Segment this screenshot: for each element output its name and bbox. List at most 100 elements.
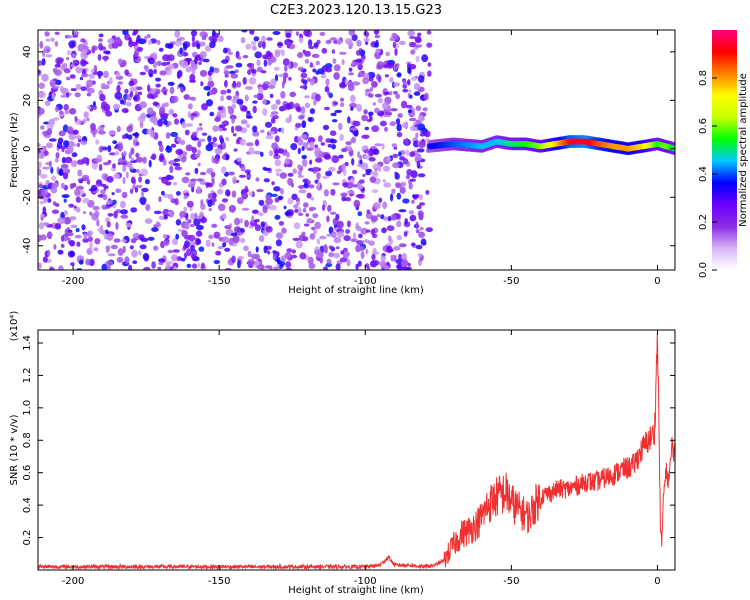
- noise-speckle: [225, 136, 230, 142]
- noise-speckle: [57, 217, 66, 225]
- colorbar-tick-label: 0.4: [698, 166, 709, 182]
- noise-speckle: [239, 138, 247, 146]
- noise-speckle: [80, 38, 86, 43]
- noise-speckle: [54, 40, 59, 47]
- noise-speckle: [237, 55, 242, 60]
- x-tick-label: -100: [354, 276, 377, 287]
- noise-speckle: [278, 148, 284, 154]
- noise-speckle: [145, 204, 151, 211]
- noise-speckle: [351, 136, 357, 144]
- noise-speckle: [418, 231, 426, 239]
- noise-speckle: [314, 151, 320, 158]
- noise-speckle: [274, 50, 281, 58]
- noise-speckle: [98, 38, 103, 42]
- noise-speckle: [418, 140, 426, 149]
- noise-speckle: [251, 68, 257, 74]
- noise-speckle: [158, 176, 162, 180]
- noise-speckle: [346, 190, 355, 194]
- noise-speckle: [350, 106, 354, 111]
- noise-speckle: [72, 31, 79, 36]
- noise-speckle: [77, 138, 82, 143]
- noise-speckle: [374, 34, 381, 39]
- noise-speckle: [355, 58, 363, 63]
- noise-speckle: [103, 70, 109, 79]
- noise-speckle: [52, 67, 58, 74]
- noise-speckle: [163, 240, 170, 246]
- noise-speckle: [299, 85, 308, 89]
- noise-speckle: [162, 158, 167, 166]
- noise-speckle: [76, 207, 81, 213]
- noise-speckle: [124, 33, 131, 41]
- noise-speckle: [175, 233, 180, 240]
- noise-speckle: [131, 249, 138, 258]
- noise-speckle: [326, 258, 332, 265]
- noise-speckle: [268, 204, 277, 211]
- noise-speckle: [341, 196, 347, 202]
- noise-speckle: [95, 179, 103, 187]
- noise-speckle: [101, 101, 108, 108]
- noise-speckle: [251, 209, 259, 214]
- y-tick-label: 1.0: [22, 400, 33, 416]
- noise-speckle: [396, 192, 402, 200]
- noise-speckle: [138, 38, 146, 45]
- y-tick-label: 1.4: [22, 335, 33, 351]
- noise-speckle: [151, 261, 156, 269]
- noise-speckle: [209, 41, 216, 49]
- noise-speckle: [370, 228, 376, 236]
- noise-speckle: [219, 135, 223, 142]
- noise-speckle: [391, 143, 398, 148]
- noise-speckle: [249, 30, 255, 35]
- noise-speckle: [175, 219, 182, 226]
- noise-speckle: [75, 83, 82, 90]
- noise-speckle: [47, 250, 51, 256]
- noise-speckle: [372, 148, 380, 155]
- noise-speckle: [187, 183, 196, 188]
- noise-speckle: [420, 238, 427, 246]
- noise-speckle: [128, 152, 132, 159]
- noise-speckle: [207, 135, 212, 143]
- noise-speckle: [303, 182, 309, 188]
- noise-speckle: [324, 86, 330, 93]
- noise-speckle: [254, 51, 262, 59]
- noise-speckle: [105, 51, 111, 55]
- noise-speckle: [401, 259, 409, 267]
- noise-speckle: [42, 256, 48, 263]
- noise-speckle: [105, 217, 110, 223]
- noise-speckle: [280, 127, 285, 134]
- snr-plot-area: [38, 330, 675, 570]
- noise-speckle: [106, 233, 114, 241]
- noise-speckle: [174, 30, 181, 38]
- noise-speckle: [275, 99, 281, 105]
- noise-speckle: [315, 60, 320, 66]
- noise-speckle: [242, 77, 247, 85]
- noise-speckle: [315, 157, 323, 163]
- noise-speckle: [345, 229, 350, 234]
- noise-speckle: [351, 62, 356, 66]
- noise-speckle: [399, 186, 406, 194]
- noise-speckle: [314, 43, 318, 50]
- noise-speckle: [38, 222, 45, 230]
- noise-speckle: [263, 245, 268, 254]
- noise-speckle: [261, 83, 269, 91]
- noise-speckle: [58, 110, 64, 115]
- noise-speckle: [256, 59, 261, 67]
- noise-speckle: [219, 215, 223, 220]
- noise-speckle: [415, 105, 422, 111]
- noise-speckle: [194, 215, 203, 220]
- noise-speckle: [70, 88, 77, 92]
- noise-speckle: [108, 130, 117, 136]
- noise-speckle: [113, 238, 121, 243]
- noise-speckle: [352, 120, 361, 127]
- noise-speckle: [246, 123, 250, 128]
- noise-speckle: [199, 51, 207, 59]
- noise-speckle: [220, 109, 226, 113]
- noise-speckle: [187, 96, 196, 101]
- noise-speckle: [305, 213, 310, 217]
- noise-speckle: [70, 143, 77, 147]
- noise-speckle: [91, 162, 99, 170]
- noise-speckle: [186, 248, 192, 257]
- noise-speckle: [209, 111, 215, 117]
- colorbar-tick-label: 0.0: [698, 262, 709, 278]
- noise-speckle: [207, 199, 213, 208]
- noise-speckle: [38, 60, 43, 66]
